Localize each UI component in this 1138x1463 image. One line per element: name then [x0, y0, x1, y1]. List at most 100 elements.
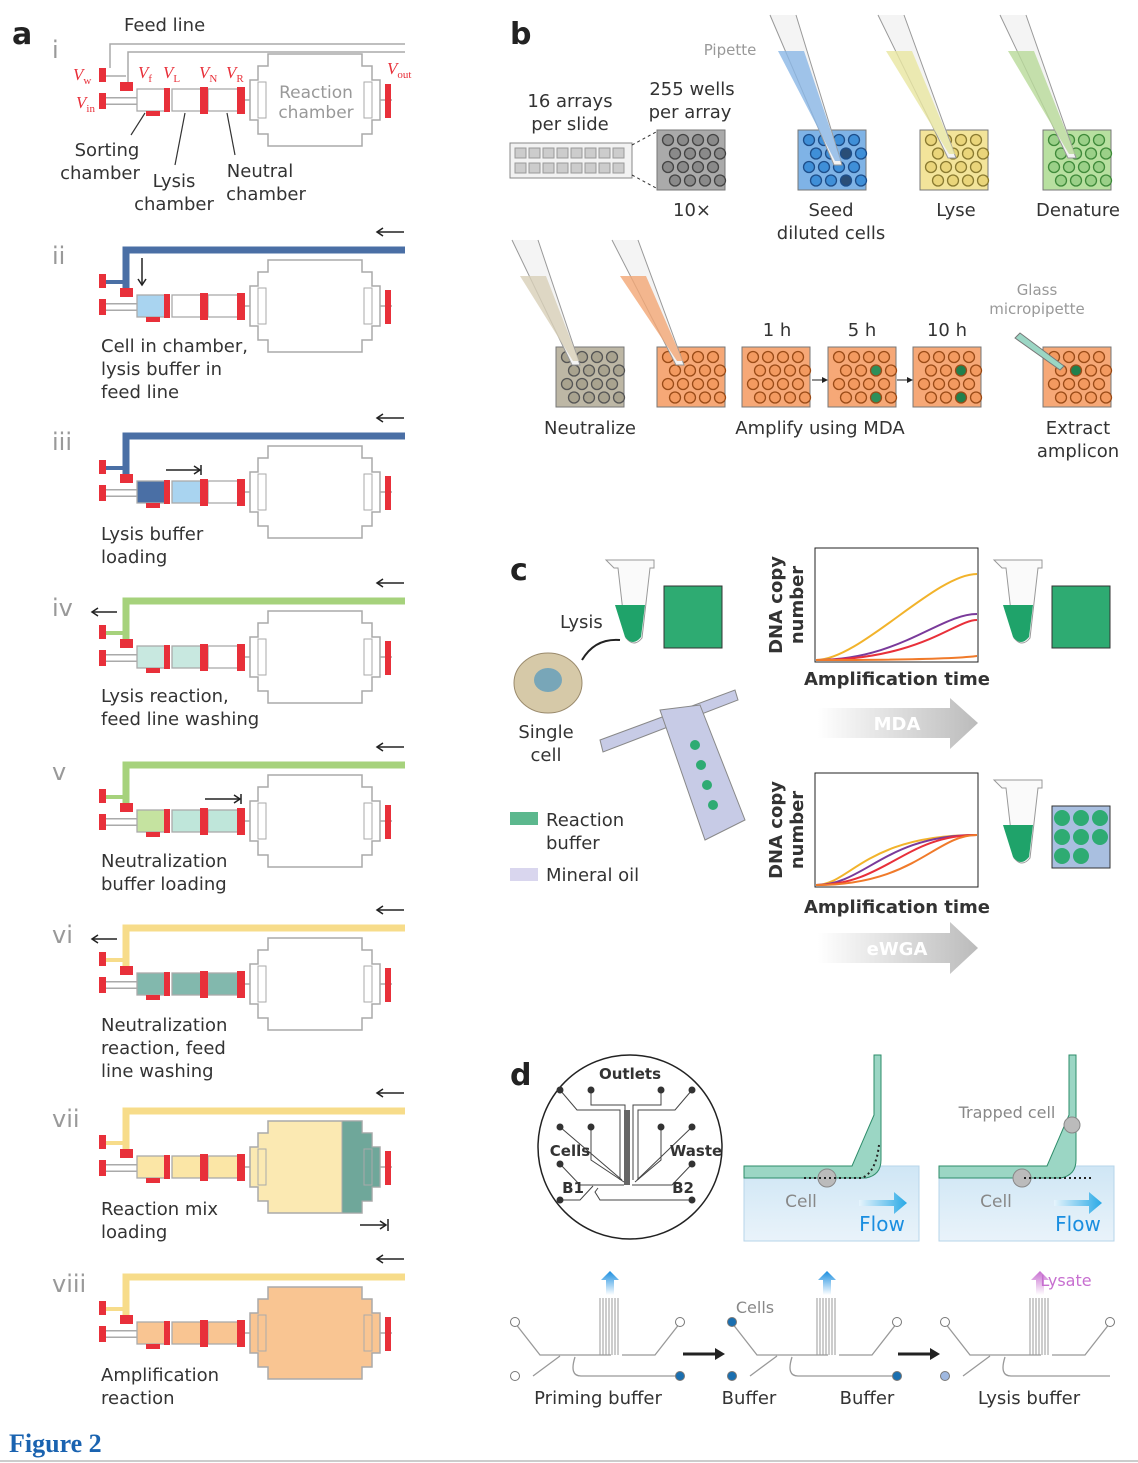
amplify-label: Amplify using MDA — [735, 418, 905, 439]
pipette-liquid — [520, 276, 579, 361]
chamber-post — [257, 638, 267, 676]
valve — [164, 1321, 170, 1345]
trap-channel — [743, 1054, 882, 1179]
glass-micropipette — [1014, 332, 1065, 371]
panel-c-label: c — [510, 553, 528, 588]
well — [691, 133, 705, 147]
valve — [99, 650, 106, 666]
cell-label-2: Cell — [980, 1192, 1012, 1212]
trap-diagram-pass — [743, 1054, 920, 1242]
droplet — [708, 800, 718, 810]
plot2-xlabel: Amplification time — [804, 897, 990, 918]
well — [869, 364, 883, 377]
well — [954, 391, 968, 404]
valve — [99, 274, 106, 288]
outlet-bundle — [624, 1110, 630, 1185]
well — [661, 377, 675, 391]
step-iii-caption: Lysis buffer loading — [101, 524, 204, 568]
chamber-post — [257, 287, 267, 325]
valve-label-vn: VN — [199, 63, 217, 85]
path-arrow — [804, 1144, 880, 1179]
well — [862, 350, 876, 364]
chip-channel — [594, 1187, 692, 1201]
amplification-curve — [815, 619, 978, 661]
well — [1062, 350, 1076, 364]
step-viii-numeral: viii — [52, 1270, 86, 1298]
valve — [99, 1135, 106, 1149]
channel — [731, 1322, 898, 1377]
tube-liquid — [1003, 825, 1033, 862]
well — [668, 391, 682, 404]
well — [761, 377, 775, 391]
legend-reaction-buffer: Reaction buffer — [546, 810, 624, 854]
arrowhead — [193, 465, 202, 475]
plate-denature — [1042, 129, 1113, 191]
well — [713, 147, 727, 160]
pipette-denature — [999, 14, 1077, 159]
well — [798, 364, 812, 377]
well — [1069, 391, 1083, 404]
step-i-numeral: i — [52, 36, 59, 64]
chamber-post — [363, 473, 373, 511]
lysis-label: Lysis — [560, 612, 603, 633]
well — [924, 364, 938, 377]
port — [688, 1086, 696, 1094]
neutral-chamber — [207, 294, 239, 318]
array — [528, 147, 541, 159]
port — [510, 1317, 520, 1327]
valve — [164, 1155, 170, 1179]
feed-line — [122, 597, 405, 639]
well — [676, 160, 690, 174]
well — [691, 350, 705, 364]
well — [932, 350, 946, 364]
buffer-label-1: Buffer — [722, 1388, 777, 1409]
valve — [237, 808, 245, 835]
panel-a-label: a — [12, 17, 32, 52]
pipette-liquid — [886, 51, 955, 154]
well — [676, 377, 690, 391]
well — [783, 364, 797, 377]
legend-mineral-oil: Mineral oil — [546, 865, 639, 886]
port — [688, 1196, 696, 1204]
plot-frame — [814, 772, 979, 888]
port — [556, 1196, 564, 1204]
chip-channel — [636, 1126, 693, 1181]
arrowhead — [375, 905, 384, 915]
mda-label: MDA — [874, 714, 921, 735]
well — [854, 364, 868, 377]
denature-label: Denature — [1036, 200, 1120, 221]
arrowhead — [907, 377, 913, 383]
well — [683, 147, 697, 160]
valve — [99, 93, 106, 109]
well — [668, 364, 682, 377]
well — [1084, 174, 1098, 187]
well — [832, 350, 846, 364]
arrowhead — [375, 742, 384, 752]
valve — [200, 293, 208, 320]
arrowhead — [233, 794, 242, 804]
well — [1077, 377, 1091, 391]
droplet — [1054, 829, 1070, 845]
well — [612, 391, 626, 404]
plate-extract — [1042, 346, 1113, 408]
valve — [200, 971, 208, 998]
well — [1077, 160, 1091, 174]
valve — [200, 1154, 208, 1181]
well — [1092, 350, 1106, 364]
valve — [164, 294, 170, 318]
wells-per-array-label: 255 wells per array — [649, 79, 735, 123]
array — [570, 162, 583, 174]
pipette-seed — [769, 14, 843, 166]
well — [1092, 377, 1106, 391]
feed-line — [122, 1107, 405, 1149]
chip-step-7 — [99, 1088, 405, 1231]
well — [661, 133, 675, 147]
valve — [120, 474, 133, 483]
port — [727, 1317, 737, 1327]
neutral-chamber — [207, 972, 239, 996]
chamber-post — [363, 802, 373, 840]
well — [605, 350, 619, 364]
plate-10h — [912, 346, 983, 408]
sorting-chamber-label: Sorting chamber — [60, 140, 140, 184]
arrowhead — [930, 1348, 940, 1360]
